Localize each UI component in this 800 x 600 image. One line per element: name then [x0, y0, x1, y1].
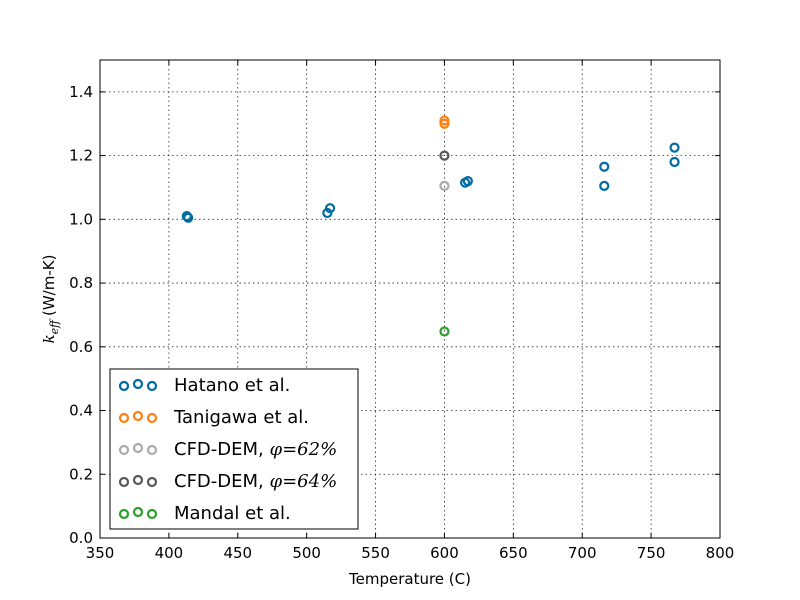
- legend-entry: Hatano et al.: [118, 375, 290, 396]
- legend-marker: [118, 444, 130, 456]
- legend-label: Tanigawa et al.: [173, 407, 309, 428]
- legend-label-part: CFD-DEM,: [174, 439, 269, 460]
- legend-label-part: Hatano et al.: [174, 375, 290, 396]
- legend-label: Mandal et al.: [174, 503, 291, 524]
- tick-labels: 350 400 450 500 550 600 650 700 750 800 0.0 0.2 0.4 0…: [69, 83, 734, 562]
- x-tick-label: 550: [361, 544, 390, 562]
- y-axis-label-symbol: k: [40, 334, 58, 343]
- y-axis-label: keff (W/m-K): [40, 255, 61, 344]
- legend-marker: [118, 412, 130, 424]
- legend-label-part: CFD-DEM,: [174, 471, 269, 492]
- legend-entry: Mandal et al.: [118, 503, 291, 524]
- data-point: [439, 115, 450, 126]
- data-point: [599, 180, 610, 191]
- data-point: [669, 142, 680, 153]
- data-points: [181, 115, 680, 337]
- legend-entry: CFD-DEM, φ=64%: [118, 471, 337, 492]
- legend-label: CFD-DEM, φ=64%: [174, 471, 337, 492]
- legend-label-part: =62%: [282, 439, 337, 460]
- legend-marker: [146, 444, 158, 456]
- legend-label-part: Mandal et al.: [174, 503, 291, 524]
- x-tick-label: 650: [499, 544, 528, 562]
- x-tick-label: 400: [155, 544, 184, 562]
- legend-marker: [146, 412, 158, 424]
- legend-marker: [146, 380, 158, 392]
- y-tick-label: 1.2: [69, 147, 93, 165]
- x-tick-label: 450: [223, 544, 252, 562]
- legend-marker: [132, 474, 144, 486]
- y-axis-label-subscript: eff: [48, 318, 61, 335]
- data-point: [462, 175, 473, 187]
- legend: Hatano et al. Tanigawa et al. CFD-DEM, φ=6…: [109, 368, 359, 530]
- legend-marker: [146, 476, 158, 488]
- legend-entry: CFD-DEM, φ=62%: [118, 439, 337, 460]
- legend-box: [109, 368, 359, 530]
- legend-label-part: =64%: [282, 471, 337, 492]
- y-tick-label: 0.4: [69, 402, 93, 420]
- data-point: [669, 156, 680, 168]
- data-point: [439, 150, 450, 161]
- x-tick-label: 700: [568, 544, 597, 562]
- legend-marker: [146, 508, 158, 520]
- data-point: [183, 212, 194, 223]
- y-tick-label: 0.6: [69, 338, 93, 356]
- data-point: [599, 161, 610, 172]
- x-tick-label: 800: [706, 544, 735, 562]
- y-tick-label: 0.0: [69, 529, 93, 547]
- y-axis-label-unit: (W/m-K): [40, 255, 58, 316]
- x-tick-label: 350: [86, 544, 115, 562]
- x-tick-label: 500: [292, 544, 321, 562]
- plot-frame: [99, 59, 721, 539]
- y-tick-label: 1.4: [69, 83, 93, 101]
- legend-marker: [132, 410, 144, 422]
- legend-marker: [118, 476, 130, 488]
- data-point: [439, 326, 450, 337]
- legend-marker: [118, 508, 130, 520]
- legend-label-part: Tanigawa et al.: [173, 407, 309, 428]
- data-point: [324, 203, 336, 214]
- legend-marker: [132, 506, 144, 518]
- data-point: [439, 180, 450, 191]
- y-tick-label: 0.2: [69, 465, 93, 483]
- legend-label-part: φ: [269, 439, 282, 460]
- legend-label: Hatano et al.: [174, 375, 290, 396]
- legend-marker: [118, 380, 130, 392]
- legend-entry: Tanigawa et al.: [118, 407, 309, 428]
- data-point: [439, 118, 450, 129]
- legend-label-part: φ: [269, 471, 282, 492]
- x-axis-label: Temperature (C): [348, 570, 471, 588]
- legend-label: CFD-DEM, φ=62%: [174, 439, 337, 460]
- legend-marker: [132, 378, 144, 390]
- x-tick-label: 600: [430, 544, 459, 562]
- y-tick-label: 1.0: [69, 210, 93, 228]
- y-tick-label: 0.8: [69, 274, 93, 292]
- x-tick-label: 750: [637, 544, 666, 562]
- legend-marker: [132, 442, 144, 454]
